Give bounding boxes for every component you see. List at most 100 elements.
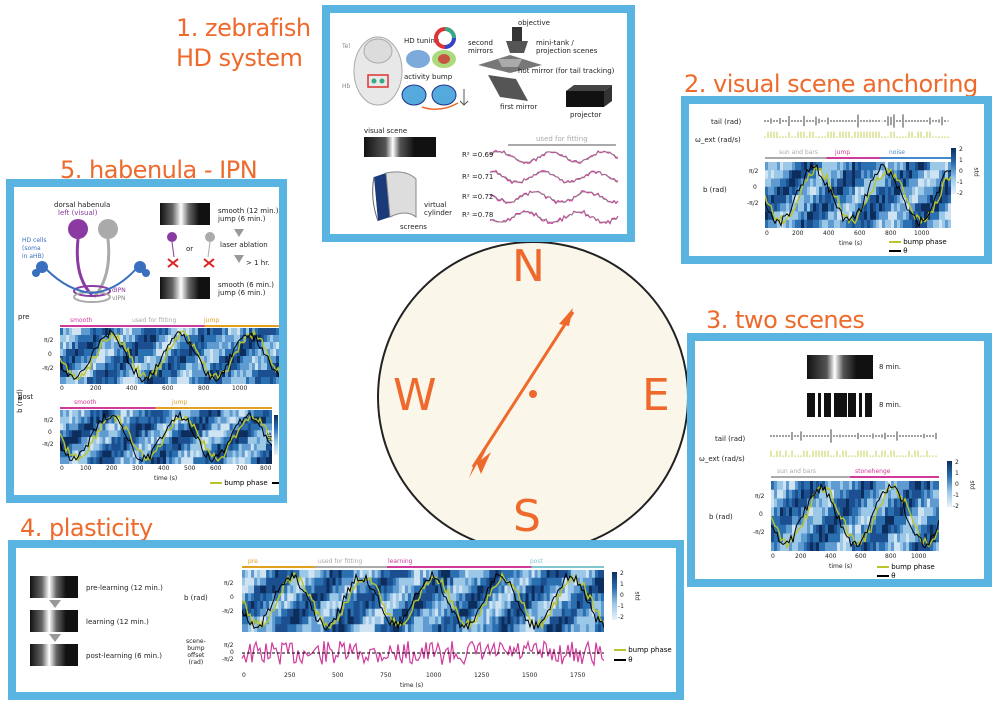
p2-cbar-0: 0 [959,168,963,175]
p5-xtick-pre-3: 600 [162,385,174,392]
p5-post-seg-bar [60,407,272,409]
compass-arrowhead [559,308,573,326]
panel-1-title-line1: 1. zebrafish [176,14,311,42]
p2-seg-bar [765,157,951,159]
p4-legend-theta: θ [614,656,633,664]
p5-xtick-post-3: 300 [132,465,144,472]
p5-ytick-pre-3: -π/2 [42,365,54,372]
first-mirror-icon [488,75,528,101]
compass-fletching [469,448,491,478]
p2-colorbar [951,148,956,194]
second-mirrors-label: second mirrors [468,39,494,55]
p2-omega-label: ω_ext (rad/s) [695,136,741,144]
p5-cbar-0: 0 [281,431,285,438]
p4-cbar-1: 1 [620,581,624,588]
p5-xtick-pre-1: 200 [90,385,102,392]
p3-tail-trace [770,429,937,443]
brain-label-tel: Tel [342,43,351,50]
p4-arrow-1 [49,600,61,608]
p2-omega-trace [764,131,949,138]
p3-ytick-3: -π/2 [753,529,765,536]
p5-post-label: post [18,393,34,401]
p4-ytick-1: π/2 [224,580,234,587]
hd-tuning-label: HD tuning [404,37,440,45]
compass-s: S [513,491,541,542]
p4-seg-fit: used for fitting [318,558,363,565]
r2-3: R² =0.72 [462,193,494,201]
mini-tank-label: mini-tank / projection scenes [536,39,598,55]
p2-cbar-2: 2 [959,146,963,153]
p4-ytick-3: -π/2 [222,608,234,615]
p2-cbar-label: std [972,167,980,177]
p4-heatmap [242,570,604,632]
p2-seg-jump: jump [835,149,851,156]
p2-xtick-4: 800 [885,230,897,237]
p3-cbar-0: 0 [955,481,959,488]
p5-jump6b: jump (6 min.) [218,289,266,297]
p5-xtick-post-6: 600 [210,465,222,472]
p5-gt1hr: > 1 hr. [246,259,270,267]
p2-xlabel: time (s) [839,240,863,247]
heatmap-cells [242,570,604,632]
p5-smooth6: smooth (6 min.) [218,281,275,289]
p4-ytick-2: 0 [230,594,234,601]
p5-ytick-post-3: -π/2 [42,441,54,448]
used-for-fitting-label: used for fitting [536,135,588,143]
p4-otick-1: π/2 [224,642,234,649]
p4-seg-learn: learning [388,558,413,565]
p5-xtick-post-5: 500 [184,465,196,472]
p5-legend-phase: bump phase [210,479,268,487]
p2-xtick-1: 200 [792,230,804,237]
p5-xtick-post-8: 800 [260,465,272,472]
p5-xtick-post-0: 0 [60,465,64,472]
p3-seg-sun: sun and bars [777,468,816,475]
p3-cbar-1: 1 [955,470,959,477]
panel-5: dorsal habenula left (visual) HD cells (… [6,179,287,503]
p3-ytick-2: 0 [759,511,763,518]
projector-label: projector [570,111,602,119]
p4-seg-post: post [530,558,543,565]
p5-dorsal-habenula: dorsal habenula [54,201,111,209]
objective-icon [506,27,528,53]
r2-1: R² =0.69 [462,151,494,159]
p4-xtick-7: 1750 [570,672,586,679]
virtual-cylinder-label: virtual cylinder [424,201,452,217]
p4-xtick-3: 750 [380,672,392,679]
p4-scene-post [30,644,78,666]
p3-seg-bar [771,476,939,478]
virtual-cylinder-icon [372,171,417,222]
p5-smooth12: smooth (12 min.) [218,207,279,215]
p4-seg-bar [242,566,604,568]
fitting-bar [508,144,616,146]
p5-seg-smooth: smooth [70,317,93,324]
p3-xtick-2: 400 [825,553,837,560]
p3-colorbar [947,461,952,507]
panel-2-title: 2. visual scene anchoring [684,70,978,98]
p3-xtick-1: 200 [795,553,807,560]
visual-scene-label: visual scene [364,127,408,135]
p2-cbar-m2: -2 [957,190,963,197]
p5-xtick-post-1: 100 [80,465,92,472]
p5-xtick-pre-2: 400 [126,385,138,392]
heatmap-cells [60,410,272,464]
p3-xtick-4: 800 [885,553,897,560]
p5-left-visual: left (visual) [58,209,98,217]
p5-cbar-2: 2 [281,413,285,420]
p5-xlabel: time (s) [154,475,178,482]
panel-3-title: 3. two scenes [706,306,865,334]
p3-seg-stone: stonehenge [855,468,891,475]
p4-xtick-2: 500 [332,672,344,679]
panel-3: 8 min. 8 min. tail (rad) ω_ext (rad/s) s… [687,333,992,587]
brain-label-hb: Hb [342,83,351,90]
first-mirror-label: first mirror [500,103,538,111]
p2-xtick-2: 400 [823,230,835,237]
compass-w: W [393,370,437,421]
p2-cbar-1: 1 [959,157,963,164]
p3-legend-phase: bump phase [877,563,935,571]
panel-1-title: 1. zebrafish HD system [176,14,311,72]
projector-icon [566,85,612,107]
p5-ablation-icons [167,232,215,268]
p4-legend-phase: bump phase [614,646,672,654]
p5-xtick-pre-4: 800 [198,385,210,392]
habenula-ipn-diagram [32,219,150,303]
